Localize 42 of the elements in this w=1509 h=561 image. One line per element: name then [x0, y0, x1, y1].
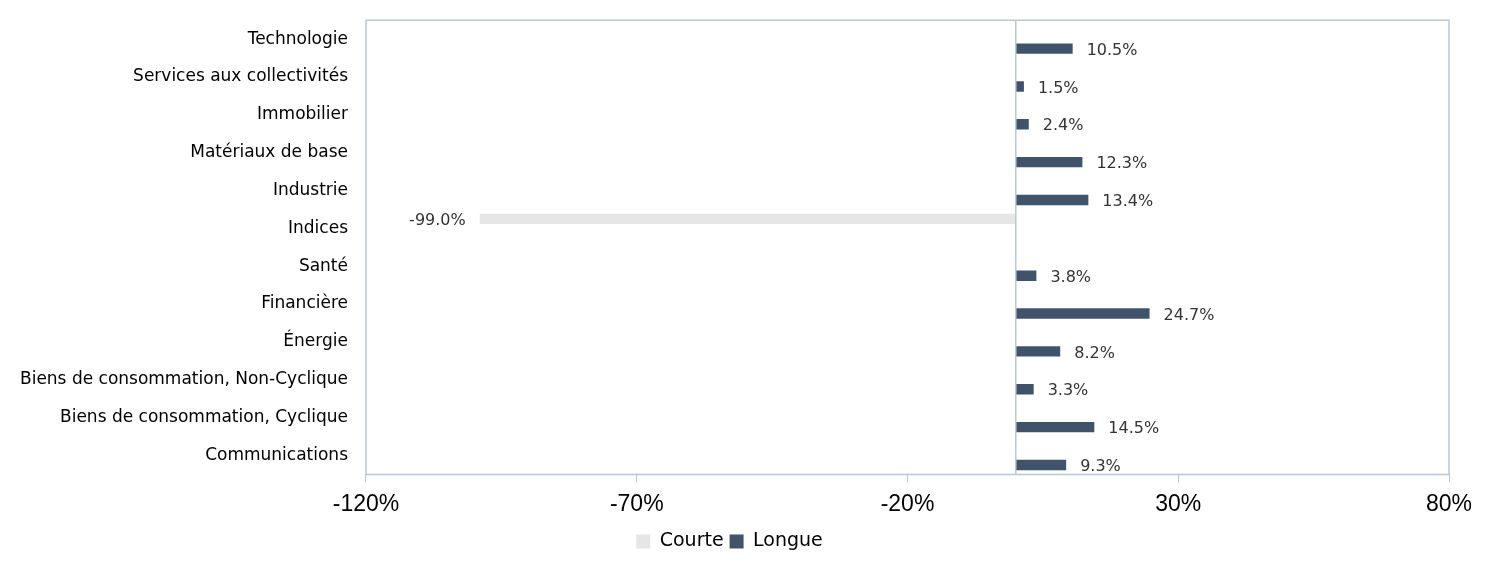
data-label: 24.7%: [1163, 304, 1215, 324]
bar: [1015, 308, 1150, 319]
y-tick-label: Biens de consommation, Cyclique: [60, 406, 348, 427]
y-tick-label: Services aux collectivités: [133, 65, 349, 86]
y-tick-label: Financière: [261, 292, 348, 313]
y-tick-label: Indices: [288, 216, 349, 237]
data-label: 3.3%: [1047, 380, 1089, 400]
data-label: 10.5%: [1086, 39, 1138, 59]
data-label: 13.4%: [1102, 191, 1154, 211]
y-tick-label: Industrie: [272, 178, 348, 199]
x-tick-label: 30%: [1155, 489, 1202, 516]
y-tick-label: Biens de consommation, Non-Cyclique: [20, 368, 348, 389]
data-label: 12.3%: [1096, 153, 1148, 173]
y-tick-label: Matériaux de base: [190, 141, 348, 162]
data-label: 3.8%: [1050, 266, 1092, 286]
bar: [1015, 459, 1067, 471]
data-label: 14.5%: [1108, 418, 1160, 438]
x-tick-label: 80%: [1425, 489, 1473, 516]
data-label: 9.3%: [1080, 456, 1121, 476]
bar: [1015, 421, 1095, 433]
y-tick-label: Énergie: [283, 329, 348, 351]
legend-label: Longue: [753, 528, 823, 551]
y-tick-label: Santé: [298, 254, 348, 275]
data-label: 2.4%: [1042, 115, 1084, 135]
y-tick-label: Immobilier: [257, 103, 348, 124]
bar: [1015, 43, 1073, 54]
y-tick-label: Technologie: [246, 27, 348, 48]
x-tick-label: -20%: [880, 489, 935, 516]
bar: [479, 213, 1016, 225]
bar: [1015, 81, 1024, 92]
bar: [1015, 194, 1089, 206]
x-tick-label: -120%: [332, 489, 400, 516]
bar: [1015, 346, 1061, 357]
bar: [1015, 270, 1037, 281]
data-label: 1.5%: [1037, 77, 1079, 97]
bar: [1015, 156, 1083, 168]
bar: [1015, 384, 1034, 395]
x-tick-label: -70%: [609, 489, 664, 516]
data-label: -99.0%: [409, 210, 466, 230]
data-label: 8.2%: [1074, 342, 1115, 362]
legend-label: Courte: [659, 528, 724, 551]
y-tick-label: Communications: [205, 443, 349, 464]
